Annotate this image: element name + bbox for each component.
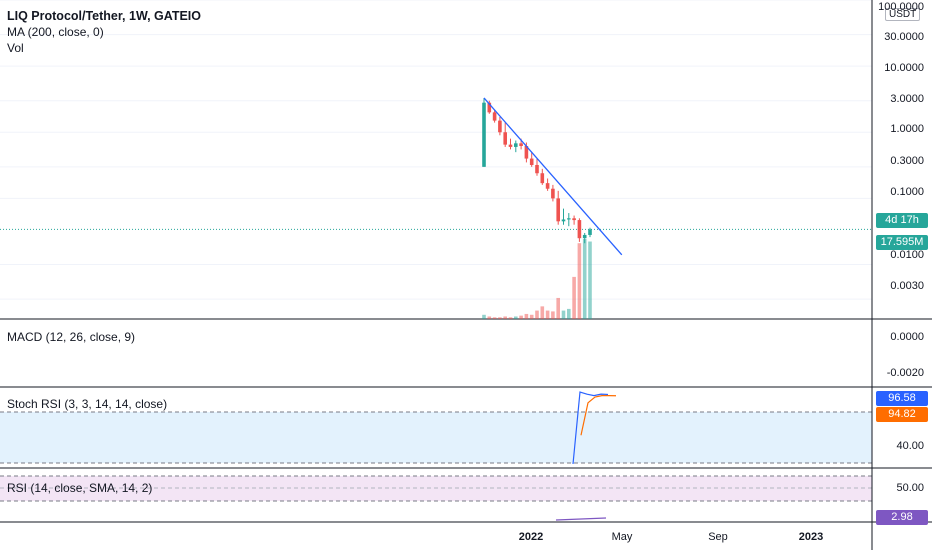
candle-body: [524, 145, 529, 159]
candle-body: [503, 132, 507, 145]
volume-badge: 17.595M: [876, 235, 928, 250]
candle-body: [567, 218, 571, 220]
volume-bar: [540, 306, 545, 319]
time-tick: May: [611, 531, 633, 543]
stoch-tick: 40.00: [896, 440, 924, 452]
volume-bars: [482, 239, 592, 319]
volume-bar: [545, 310, 550, 319]
time-tick: 2022: [518, 531, 544, 543]
candle-body: [561, 219, 566, 222]
volume-bar: [529, 314, 534, 319]
candle-body: [572, 218, 576, 221]
stoch-k-line: [572, 391, 609, 465]
volume-bar: [567, 308, 571, 319]
candle-body: [588, 229, 592, 235]
price-tick: 1.0000: [890, 123, 924, 135]
volume-bar: [514, 316, 518, 319]
volume-bar: [561, 310, 566, 319]
volume-bar: [556, 297, 560, 319]
volume-bar: [503, 316, 507, 319]
volume-bar: [482, 314, 486, 319]
price-tick: 0.0030: [890, 280, 924, 292]
volume-bar: [551, 311, 555, 319]
candle-body: [582, 234, 587, 239]
price-tick: 30.0000: [884, 31, 924, 43]
volume-bar: [498, 317, 502, 319]
macd-indicator-label[interactable]: MACD (12, 26, close, 9): [7, 330, 136, 344]
price-tick: 0.0100: [890, 249, 924, 261]
ma-indicator-label[interactable]: MA (200, close, 0): [7, 25, 104, 39]
candle-body: [551, 188, 555, 199]
price-tick: 10.0000: [884, 62, 924, 74]
candle-body: [498, 120, 502, 133]
candle-body: [519, 143, 523, 146]
volume-bar: [572, 276, 576, 319]
volume-bar: [487, 316, 492, 319]
countdown-badge: 4d 17h: [876, 213, 928, 228]
candle-body: [529, 158, 534, 165]
volume-bar: [519, 315, 523, 319]
rsi-indicator-label[interactable]: RSI (14, close, SMA, 14, 2): [7, 481, 153, 495]
candle-body: [508, 144, 513, 147]
stoch-indicator-label[interactable]: Stoch RSI (3, 3, 14, 14, close): [7, 397, 168, 411]
macd-tick: 0.0000: [890, 331, 924, 343]
macd-tick: -0.0020: [886, 367, 924, 379]
volume-bar: [588, 241, 592, 319]
price-tick: 0.3000: [890, 155, 924, 167]
volume-indicator-label[interactable]: Vol: [7, 41, 24, 55]
volume-bar: [582, 239, 587, 319]
volume-bar: [492, 317, 497, 319]
candles: [482, 97, 592, 244]
rsi-value-badge: 2.98: [876, 510, 928, 525]
candle-body: [487, 102, 492, 113]
price-tick: 3.0000: [890, 93, 924, 105]
chart-title[interactable]: LIQ Protocol/Tether, 1W, GATEIO: [7, 9, 202, 23]
rsi-tick: 50.00: [896, 482, 924, 494]
currency-label[interactable]: USDT: [885, 8, 921, 21]
candle-body: [482, 102, 486, 167]
candle-body: [545, 183, 550, 189]
candle-body: [556, 198, 560, 222]
candle-body: [514, 143, 518, 147]
volume-bar: [577, 243, 582, 319]
time-tick: Sep: [708, 531, 728, 543]
price-tick: 0.1000: [890, 186, 924, 198]
candle-body: [535, 164, 539, 174]
time-tick: 2023: [798, 531, 824, 543]
rsi-line: [555, 517, 607, 521]
candle-body: [540, 173, 545, 184]
stoch-d-line: [580, 395, 617, 436]
volume-bar: [508, 317, 513, 319]
volume-bar: [535, 310, 539, 319]
stoch-k-badge: 96.58: [876, 391, 928, 406]
candle-body: [577, 220, 582, 239]
stoch-d-badge: 94.82: [876, 407, 928, 422]
price-tick: 100.0000: [878, 1, 924, 13]
candle-body: [492, 112, 497, 121]
stoch-band: [0, 412, 872, 463]
volume-bar: [524, 313, 529, 319]
gridlines: [0, 0, 872, 300]
trendline[interactable]: [483, 97, 623, 256]
